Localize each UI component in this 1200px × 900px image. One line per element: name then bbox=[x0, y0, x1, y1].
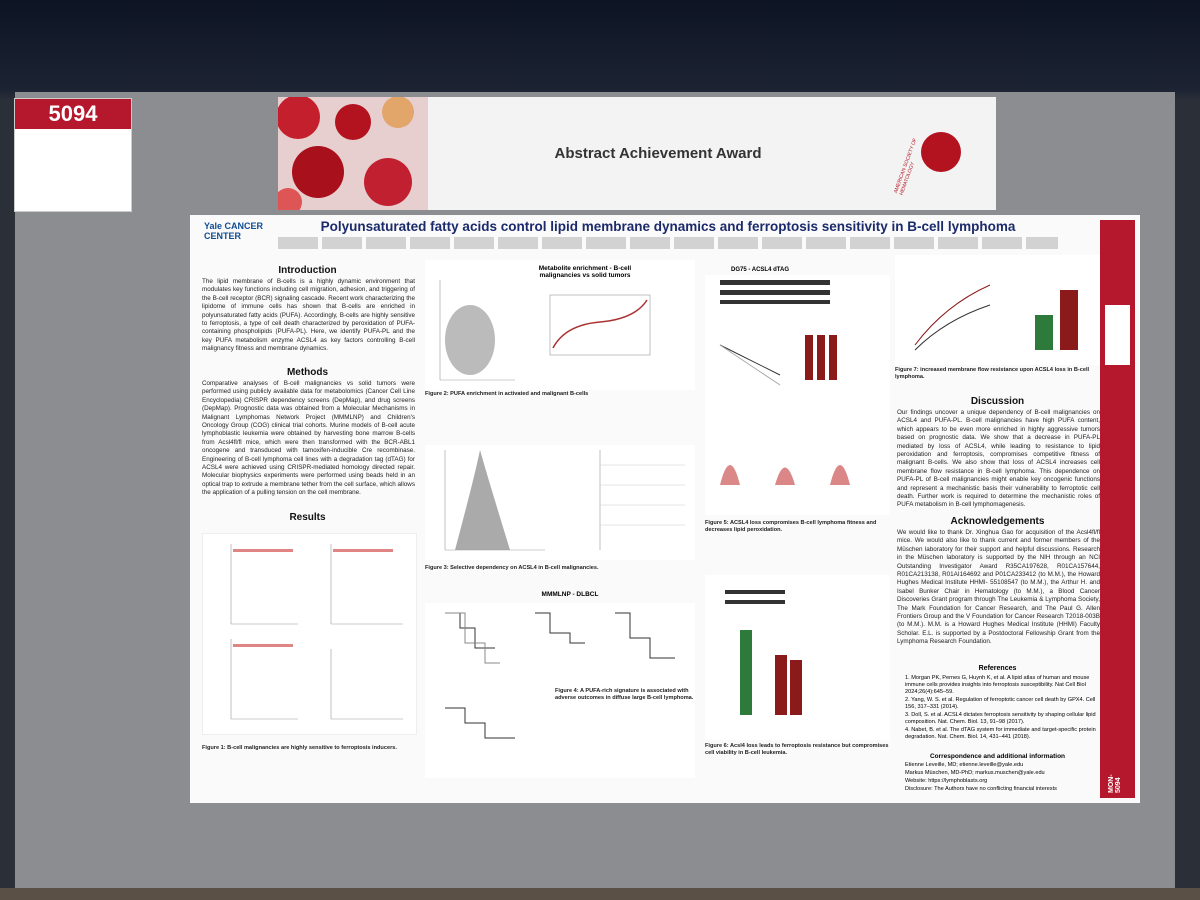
paragraph: We would like to thank Dr. Xinghua Gao f… bbox=[897, 529, 1100, 646]
poster: Yale CANCER CENTER Polyunsaturated fatty… bbox=[190, 215, 1140, 803]
section-heading: References bbox=[978, 665, 1017, 672]
paragraph: Our findings uncover a unique dependency… bbox=[897, 409, 1100, 509]
list-item: 2. Yang, W. S. et al. Regulation of ferr… bbox=[905, 697, 1096, 710]
banner-graphic bbox=[278, 97, 961, 210]
section-heading: Methods bbox=[286, 367, 329, 378]
figure-graphic bbox=[719, 280, 850, 485]
list-item: Website: https://lymphoblasts.org bbox=[905, 778, 988, 784]
figure-graphic bbox=[230, 544, 403, 720]
section-heading: Correspondence and additional informatio… bbox=[929, 753, 1066, 760]
figure-2 bbox=[425, 260, 695, 390]
figure-title: DG75 - ACSL4 dTAG bbox=[730, 267, 789, 273]
section-heading: Discussion bbox=[970, 396, 1025, 407]
figure-caption: Figure 5: ACSL4 loss compromises B-cell … bbox=[705, 520, 877, 533]
list-item: 3. Doll, S. et al. ACSL4 dictates ferrop… bbox=[905, 712, 1096, 725]
list-item: Markus Müschen, MD-PhD; markus.muschen@y… bbox=[905, 770, 1045, 776]
list-item: Etienne Leveille, MD; etienne.leveille@y… bbox=[905, 762, 1024, 768]
figure-6 bbox=[705, 575, 890, 740]
figure-5 bbox=[705, 275, 890, 515]
reference-list: 1. Morgan PK, Pernes G, Huynh K, et al. … bbox=[905, 675, 1100, 742]
figure-7 bbox=[895, 255, 1100, 365]
list-item: Disclosure: The Authors have no conflict… bbox=[905, 786, 1057, 792]
poster-number-sign: 5094 bbox=[14, 98, 132, 212]
contact-list: Etienne Leveille, MD; etienne.leveille@y… bbox=[905, 762, 1100, 794]
section-heading: Acknowledgements bbox=[950, 516, 1045, 527]
floor bbox=[0, 888, 1200, 900]
section-heading: Introduction bbox=[278, 265, 337, 276]
figure-caption: Figure 7: increased membrane flow resist… bbox=[895, 367, 1090, 380]
author-list bbox=[278, 237, 1058, 249]
section-heading: Results bbox=[289, 512, 326, 523]
figure-graphic bbox=[444, 450, 685, 551]
award-title: Abstract Achievement Award bbox=[554, 145, 762, 162]
figure-4 bbox=[425, 603, 695, 778]
poster-number: 5094 bbox=[15, 99, 131, 129]
list-item: 4. Nabet, B. et al. The dTAG system for … bbox=[905, 727, 1096, 740]
figure-graphic bbox=[445, 612, 675, 739]
award-banner: Abstract Achievement Award AMERICAN SOCI… bbox=[278, 97, 996, 210]
institution: Yale CANCER CENTER bbox=[204, 221, 264, 241]
poster-id: MON-5094 bbox=[1108, 774, 1122, 793]
figure-title: MMMLNP - DLBCL bbox=[541, 591, 599, 598]
paragraph: The lipid membrane of B-cells is a highl… bbox=[202, 278, 415, 353]
figure-graphic bbox=[725, 590, 802, 715]
figure-caption: Figure 6: Acsl4 loss leads to ferroptosi… bbox=[705, 743, 889, 756]
figure-3 bbox=[425, 445, 695, 560]
figure-title: Metabolite enrichment - B-cell malignanc… bbox=[538, 265, 632, 279]
figure-caption: Figure 2: PUFA enrichment in activated a… bbox=[425, 391, 589, 397]
poster-title: Polyunsaturated fatty acids control lipi… bbox=[320, 219, 1016, 234]
figure-caption: Figure 3: Selective dependency on ACSL4 … bbox=[425, 565, 599, 571]
figure-graphic bbox=[439, 280, 651, 381]
qr-code bbox=[1105, 305, 1130, 365]
figure-caption: Figure 4: A PUFA-rich signature is assoc… bbox=[555, 688, 694, 701]
paragraph: Comparative analyses of B-cell malignanc… bbox=[202, 380, 415, 497]
figure-caption: Figure 1: B-cell malignancies are highly… bbox=[202, 745, 397, 751]
list-item: 1. Morgan PK, Pernes G, Huynh K, et al. … bbox=[905, 675, 1090, 695]
figure-graphic bbox=[914, 284, 1078, 351]
figure-1 bbox=[202, 533, 417, 735]
